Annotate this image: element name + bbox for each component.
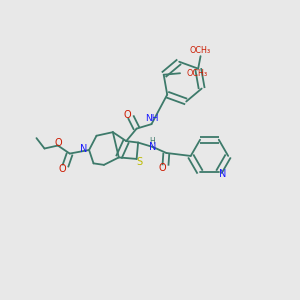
- Text: OCH₃: OCH₃: [190, 46, 211, 55]
- Text: OCH₃: OCH₃: [187, 69, 208, 78]
- Text: N: N: [219, 169, 226, 178]
- Text: N: N: [149, 142, 156, 152]
- Text: N: N: [80, 144, 87, 154]
- Text: O: O: [58, 164, 66, 174]
- Text: S: S: [136, 158, 143, 167]
- Text: NH: NH: [145, 114, 158, 123]
- Text: O: O: [55, 138, 62, 148]
- Text: O: O: [124, 110, 131, 120]
- Text: H: H: [149, 137, 155, 146]
- Text: O: O: [158, 163, 166, 173]
